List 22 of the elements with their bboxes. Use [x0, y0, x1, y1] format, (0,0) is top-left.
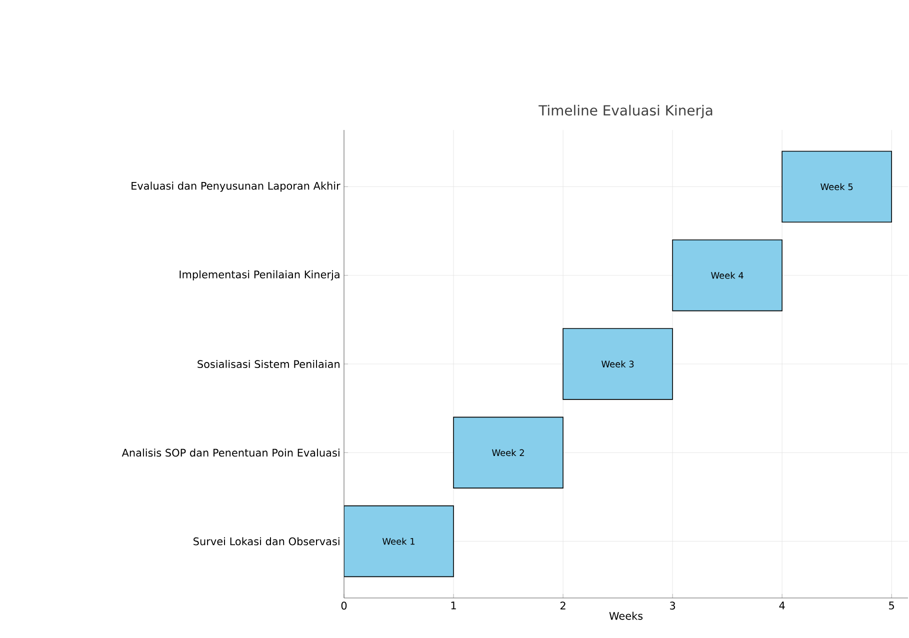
- x-tick-label: 4: [779, 602, 785, 610]
- x-tick-label: 1: [451, 602, 456, 610]
- y-tick-label: Implementasi Penilaian Kinerja: [180, 270, 340, 280]
- bar: [782, 150, 892, 223]
- y-tick-label: Analisis SOP dan Penentuan Poin Evaluasi: [122, 448, 340, 457]
- y-tick-label: Survei Lokasi dan Observasi: [194, 537, 340, 546]
- bar: [562, 328, 673, 400]
- y-tick-label: Evaluasi dan Penyusunan Laporan Akhir: [132, 182, 340, 192]
- x-axis-title: Weeks: [609, 612, 643, 620]
- data-label: Week 3: [602, 360, 634, 368]
- data-label: Week 5: [820, 183, 853, 190]
- bar: [672, 239, 782, 312]
- x-tick-label: 0: [341, 602, 347, 610]
- data-label: Week 4: [711, 272, 744, 279]
- data-label: Week 1: [382, 538, 414, 545]
- x-tick-label: 2: [560, 602, 566, 610]
- y-tick-label: Sosialisasi Sistem Penilaian: [198, 360, 340, 368]
- data-label: Week 2: [492, 449, 524, 456]
- x-tick-label: 5: [889, 602, 894, 610]
- chart-title: Timeline Evaluasi Kinerja: [538, 104, 712, 118]
- bar: [453, 416, 564, 488]
- x-tick-label: 3: [670, 602, 676, 610]
